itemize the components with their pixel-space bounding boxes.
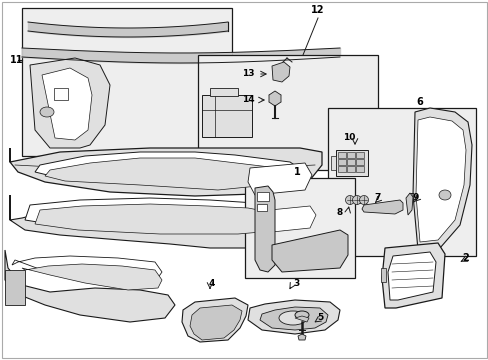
Polygon shape [260, 307, 327, 330]
Bar [355, 166, 363, 172]
Circle shape [352, 195, 361, 204]
Text: 11: 11 [10, 55, 23, 65]
Bar [330, 156, 335, 170]
Polygon shape [387, 252, 435, 300]
Text: 10: 10 [342, 134, 354, 143]
Polygon shape [297, 334, 305, 340]
Text: 7: 7 [374, 193, 381, 202]
Text: 9: 9 [412, 193, 418, 202]
Ellipse shape [438, 190, 450, 200]
Polygon shape [271, 230, 347, 272]
Polygon shape [182, 298, 247, 342]
Polygon shape [45, 158, 291, 190]
Bar [198, 55, 377, 170]
Bar [22, 8, 231, 156]
Polygon shape [10, 195, 321, 248]
Text: 8: 8 [336, 208, 343, 217]
Polygon shape [247, 300, 339, 334]
Text: 4: 4 [208, 279, 215, 288]
Polygon shape [271, 62, 289, 82]
Bar [348, 199, 365, 203]
Polygon shape [35, 204, 292, 234]
Text: 3: 3 [292, 279, 299, 288]
Text: 6: 6 [416, 97, 423, 107]
Text: 13: 13 [241, 69, 254, 78]
Bar [346, 166, 354, 172]
Polygon shape [30, 58, 110, 148]
Polygon shape [294, 316, 308, 322]
Bar [257, 192, 268, 201]
Bar [202, 95, 251, 137]
Polygon shape [10, 148, 321, 196]
Bar [355, 159, 363, 165]
Bar [257, 204, 266, 211]
Ellipse shape [40, 107, 54, 117]
Polygon shape [254, 186, 274, 272]
Bar [380, 268, 385, 282]
Polygon shape [35, 152, 305, 188]
Bar [337, 166, 346, 172]
Circle shape [345, 195, 354, 204]
Polygon shape [247, 163, 311, 195]
Bar [355, 152, 363, 158]
Bar [337, 152, 346, 158]
Polygon shape [415, 117, 465, 242]
Text: 1: 1 [293, 167, 300, 177]
Bar [335, 150, 367, 176]
Polygon shape [381, 243, 444, 308]
Polygon shape [264, 206, 315, 232]
Polygon shape [412, 108, 471, 250]
Polygon shape [25, 198, 305, 232]
Text: 12: 12 [311, 5, 324, 15]
Polygon shape [5, 250, 175, 322]
Bar [346, 159, 354, 165]
Ellipse shape [279, 311, 306, 325]
Bar [337, 159, 346, 165]
Text: 2: 2 [462, 253, 468, 263]
Polygon shape [361, 200, 402, 214]
Bar [327, 108, 475, 256]
Bar [209, 88, 238, 96]
Polygon shape [12, 256, 162, 284]
Bar [244, 178, 354, 278]
Bar [5, 270, 25, 305]
Text: 5: 5 [316, 314, 323, 323]
Polygon shape [190, 305, 242, 340]
Text: 14: 14 [241, 95, 254, 104]
Bar [346, 152, 354, 158]
Polygon shape [22, 264, 162, 290]
Ellipse shape [294, 311, 308, 319]
Polygon shape [268, 91, 281, 106]
Circle shape [359, 195, 368, 204]
Polygon shape [405, 193, 412, 215]
Polygon shape [42, 68, 92, 140]
Bar [54, 88, 68, 100]
